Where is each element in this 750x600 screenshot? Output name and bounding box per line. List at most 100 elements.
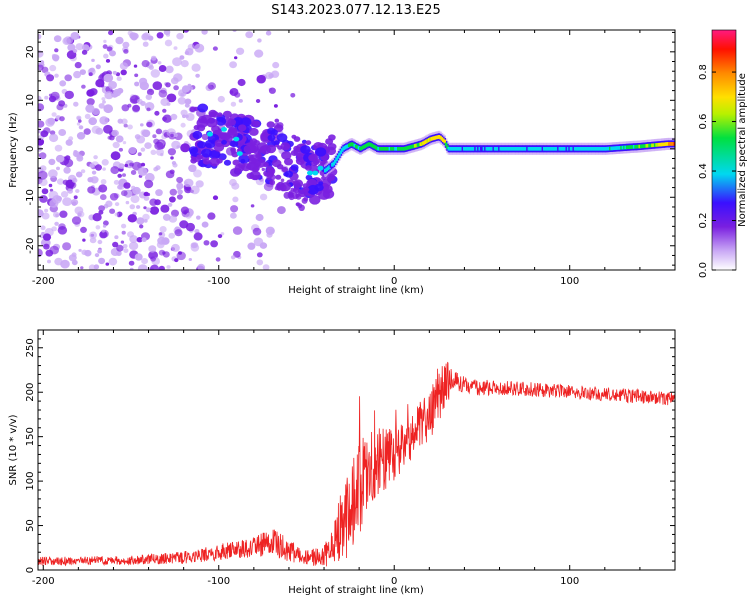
ridge-core bbox=[529, 147, 532, 151]
spectrogram-noise-blob bbox=[39, 178, 48, 186]
ridge-core bbox=[637, 144, 640, 149]
ridge-core bbox=[592, 147, 595, 151]
spectrogram-noise-blob bbox=[156, 148, 164, 156]
spectrogram-highlight-blob bbox=[236, 151, 243, 157]
ridge-core bbox=[340, 148, 344, 152]
spectrogram-noise-blob bbox=[130, 34, 138, 41]
spectrogram-noise-blob bbox=[188, 164, 197, 173]
spectrogram-noise-blob bbox=[185, 212, 192, 219]
ridge-core bbox=[552, 147, 556, 151]
ridge-core bbox=[582, 147, 585, 151]
ridge-core bbox=[413, 144, 417, 148]
spectrogram-noise-blob bbox=[86, 98, 95, 106]
spectrogram-noise-blob bbox=[123, 123, 128, 128]
spectrogram-cluster-blob bbox=[189, 106, 196, 112]
ridge-core bbox=[464, 147, 467, 151]
colorbar-tick-label: 0.2 bbox=[698, 213, 709, 229]
spectrogram-noise-blob bbox=[196, 215, 201, 220]
ridge-core bbox=[551, 147, 555, 151]
spectrogram-noise-blob bbox=[155, 165, 161, 171]
ridge-core bbox=[538, 147, 542, 151]
spectrogram-noise-blob bbox=[176, 176, 184, 184]
spectrogram-noise-blob bbox=[149, 198, 158, 206]
spectrogram-noise-blob bbox=[159, 226, 167, 233]
ridge-core bbox=[472, 147, 476, 151]
ridge-core bbox=[568, 147, 571, 151]
spectrogram-noise-blob bbox=[146, 107, 151, 112]
spectrogram-noise-blob bbox=[183, 30, 189, 33]
spectrogram-noise-blob bbox=[47, 259, 51, 264]
ridge-core bbox=[579, 147, 583, 151]
ridge-core bbox=[648, 143, 651, 148]
ridge-core bbox=[488, 147, 491, 151]
spectrogram-noise-blob bbox=[268, 73, 274, 79]
spectrogram-noise-blob bbox=[217, 95, 225, 103]
ridge-core bbox=[573, 147, 577, 151]
spectrogram-noise-blob bbox=[195, 180, 204, 188]
ridge-core bbox=[453, 147, 456, 151]
spectrogram-noise-blob bbox=[185, 186, 192, 192]
ridge-core bbox=[661, 142, 664, 147]
ridge-core bbox=[520, 147, 524, 151]
spectrogram-cluster-blob bbox=[238, 154, 250, 164]
spectrogram-noise-blob bbox=[230, 212, 237, 219]
spectrogram-noise-blob bbox=[92, 213, 102, 222]
spectrogram-noise-blob bbox=[70, 32, 80, 40]
spectrogram-cluster-blob bbox=[221, 139, 228, 145]
ridge-core bbox=[606, 146, 609, 151]
ridge-core bbox=[333, 159, 337, 164]
spectrogram-noise-blob bbox=[150, 256, 157, 262]
ridge-core bbox=[415, 143, 418, 148]
spectrogram-noise-blob bbox=[229, 90, 234, 94]
y-tick-label: 0 bbox=[25, 146, 36, 152]
spectrogram-tail-blob bbox=[280, 178, 285, 183]
spectrogram-cluster-blob bbox=[210, 111, 219, 118]
ridge-core bbox=[425, 139, 428, 144]
spectrogram-cluster-blob bbox=[284, 158, 293, 166]
spectrogram-noise-blob bbox=[146, 88, 155, 96]
spectrogram-noise-blob bbox=[127, 231, 134, 238]
spectrogram-x-axis-label: Height of straight line (km) bbox=[288, 285, 424, 296]
ridge-core bbox=[450, 147, 453, 151]
spectrogram-noise-blob bbox=[56, 166, 60, 171]
spectrogram-noise-blob bbox=[117, 173, 122, 178]
ridge-core bbox=[343, 145, 347, 150]
spectrogram-noise-blob bbox=[210, 240, 219, 248]
spectrogram-noise-blob bbox=[145, 207, 151, 213]
ridge-core bbox=[543, 147, 546, 151]
spectrogram-noise-blob bbox=[197, 263, 206, 270]
ridge-core bbox=[408, 145, 411, 150]
spectrogram-noise-blob bbox=[207, 212, 216, 220]
ridge-core bbox=[670, 142, 674, 146]
spectrogram-noise-blob bbox=[144, 172, 155, 182]
spectrogram-noise-blob bbox=[188, 86, 193, 91]
spectrogram-noise-blob bbox=[117, 184, 123, 190]
spectrogram-noise-blob bbox=[255, 99, 261, 103]
spectrogram-noise-blob bbox=[274, 118, 280, 123]
spectrogram-noise-blob bbox=[74, 206, 84, 215]
ridge-core bbox=[571, 147, 574, 151]
ridge-core bbox=[454, 147, 458, 151]
spectrogram-noise-blob bbox=[201, 221, 209, 228]
spectrogram-noise-blob bbox=[160, 98, 170, 107]
ridge-core bbox=[475, 147, 479, 151]
spectrogram-noise-blob bbox=[252, 227, 262, 236]
ridge-core bbox=[481, 147, 484, 151]
spectrogram-noise-blob bbox=[185, 222, 195, 232]
spectrogram-cluster-blob bbox=[192, 130, 203, 140]
spectrogram-noise-blob bbox=[185, 114, 189, 118]
ridge-core bbox=[484, 147, 487, 151]
spectrogram-noise-blob bbox=[123, 248, 129, 254]
spectrogram-noise-blob bbox=[230, 255, 236, 260]
ridge-core bbox=[395, 147, 399, 151]
spectrogram-noise-blob bbox=[75, 189, 80, 193]
spectrogram-noise-blob bbox=[150, 69, 160, 78]
spectrogram-noise-blob bbox=[143, 206, 147, 210]
spectrogram-noise-blob bbox=[272, 61, 280, 69]
ridge-core bbox=[630, 145, 633, 149]
ridge-core bbox=[324, 168, 327, 173]
ridge-core bbox=[513, 147, 517, 151]
ridge-core bbox=[519, 147, 522, 151]
ridge-core bbox=[381, 147, 385, 151]
spectrogram-tail-blob bbox=[288, 194, 295, 201]
